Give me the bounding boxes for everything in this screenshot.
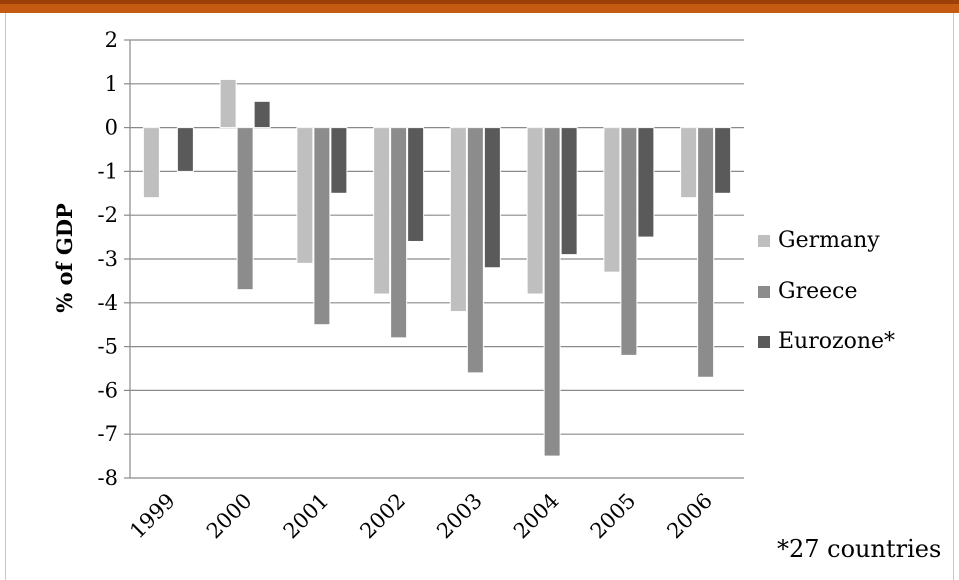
- bar-eurozone-2000: [253, 100, 271, 129]
- bar-eurozone-2006: [714, 127, 732, 194]
- bar-greece-2006: [697, 127, 715, 378]
- bar-germany-2003: [449, 127, 467, 313]
- bar-germany-2002: [373, 127, 391, 295]
- bars: [142, 78, 732, 457]
- y-axis-label: % of GDP: [52, 203, 77, 313]
- bar-germany-2000: [219, 78, 237, 129]
- bar-germany-2001: [296, 127, 314, 264]
- bar-eurozone-2002: [407, 127, 425, 242]
- legend-swatch: [758, 336, 770, 348]
- footnote: *27 countries: [777, 535, 941, 563]
- legend-label: Germany: [778, 228, 880, 253]
- y-tick-label: 0: [105, 116, 118, 140]
- bar-eurozone-1999: [176, 127, 194, 172]
- x-tick-label: 2004: [509, 489, 564, 544]
- y-tick-label: -2: [98, 203, 118, 227]
- x-tick-labels: 1999 2000 2001 2002 2003 2004 2005 2006: [125, 489, 717, 544]
- bar-greece-2005: [620, 127, 638, 356]
- bar-eurozone-2005: [637, 127, 655, 238]
- y-tick-label: 2: [105, 28, 118, 52]
- x-tick-label: 2005: [586, 489, 641, 544]
- y-tick-label: -6: [98, 378, 118, 402]
- legend-label: Greece: [778, 279, 857, 304]
- bar-germany-1999: [142, 127, 160, 199]
- x-tick-label: 2002: [355, 489, 410, 544]
- bar-germany-2006: [680, 127, 698, 199]
- bar-greece-2002: [390, 127, 408, 339]
- y-tick-label: -1: [98, 159, 118, 183]
- x-tick-label: 2001: [279, 489, 334, 544]
- legend-swatch: [758, 235, 770, 247]
- gridlines: [124, 39, 744, 479]
- bar-eurozone-2003: [483, 127, 501, 269]
- bar-germany-2004: [526, 127, 544, 295]
- legend: Germany Greece Eurozone*: [758, 228, 895, 354]
- y-tick-label: -4: [98, 291, 118, 315]
- header-band-accent: [0, 0, 959, 4]
- y-tick-label: -8: [98, 466, 118, 490]
- bar-greece-2001: [313, 127, 331, 326]
- y-tick-label: -7: [98, 422, 118, 446]
- bar-eurozone-2004: [560, 127, 578, 256]
- legend-label: Eurozone*: [778, 329, 895, 354]
- bar-greece-2004: [543, 127, 561, 457]
- bar-eurozone-2001: [330, 127, 348, 194]
- y-tick-label: -5: [98, 335, 118, 359]
- legend-swatch: [758, 286, 770, 298]
- bar-germany-2005: [603, 127, 621, 273]
- x-tick-label: 2006: [662, 489, 717, 544]
- y-tick-label: 1: [105, 72, 118, 96]
- x-tick-label: 2003: [432, 489, 487, 544]
- y-tick-label: -3: [98, 247, 118, 271]
- x-tick-label: 2000: [202, 489, 257, 544]
- y-tick-labels: 2 1 0 -1 -2 -3 -4 -5 -6 -7 -8: [98, 28, 118, 490]
- bar-greece-2003: [466, 127, 484, 374]
- bar-greece-2000: [236, 127, 254, 291]
- x-tick-label: 1999: [125, 489, 180, 544]
